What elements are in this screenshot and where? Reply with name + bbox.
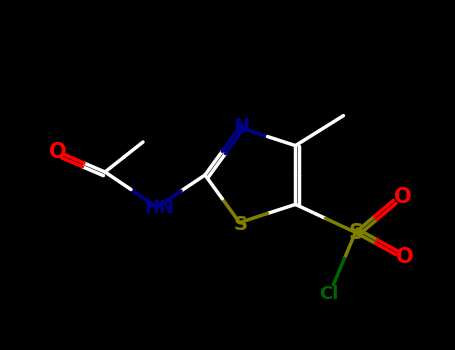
Text: O: O xyxy=(394,187,411,208)
Text: S: S xyxy=(349,223,364,243)
Text: O: O xyxy=(396,247,413,267)
Text: N: N xyxy=(233,117,250,136)
Text: HN: HN xyxy=(144,199,174,217)
Text: Cl: Cl xyxy=(319,285,338,303)
Text: O: O xyxy=(49,142,67,162)
Text: S: S xyxy=(233,215,248,234)
